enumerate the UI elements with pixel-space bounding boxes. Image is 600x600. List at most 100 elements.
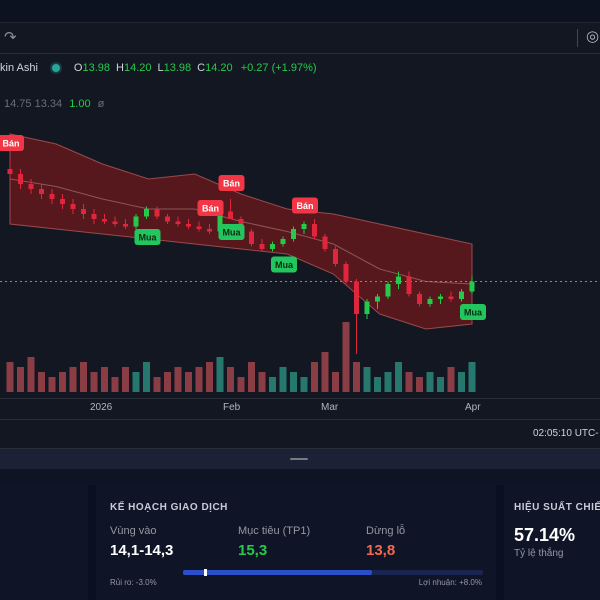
volume-bar <box>437 377 444 392</box>
volume-bar <box>374 377 381 392</box>
candle-body <box>60 199 65 204</box>
volume-bar <box>363 367 371 392</box>
left-card <box>0 485 88 600</box>
toolbar-divider <box>577 29 578 47</box>
change-value: +0.27 (+1.97%) <box>240 62 317 74</box>
open-key: O <box>73 62 83 74</box>
time-axis[interactable]: 2026 Feb Mar Apr <box>0 398 600 419</box>
volume-bar <box>206 362 213 392</box>
candle-body <box>259 244 265 249</box>
signal-layer: Bán Mua Bán Bán Mua Mua Bán Mua <box>0 135 486 320</box>
volume-bar <box>6 362 14 392</box>
buy-label: Mua <box>139 233 158 243</box>
buy-signal <box>134 229 161 245</box>
entry-value: 14,1-14,3 <box>110 542 174 559</box>
volume-bar <box>248 362 255 392</box>
volume-bar <box>69 367 77 392</box>
tick-label-mar: Mar <box>321 402 339 413</box>
candle-body <box>196 226 202 229</box>
target-value: 15,3 <box>238 542 268 559</box>
candle-body <box>165 216 170 222</box>
candle-body <box>427 299 433 304</box>
winrate-label: Tỷ lệ thắng <box>514 548 564 559</box>
buy-signal <box>460 304 486 320</box>
sell-label: Bán <box>2 139 19 149</box>
candle-body <box>385 284 391 297</box>
candle-body <box>354 281 359 314</box>
volume-bar <box>426 372 434 392</box>
volume-bar <box>458 372 465 392</box>
volume-bar <box>332 372 339 392</box>
candle-body <box>396 276 401 284</box>
volume-bar <box>101 367 108 392</box>
redo-icon[interactable]: ↷ <box>4 29 17 46</box>
candle-body <box>406 276 412 294</box>
candle-body <box>133 216 139 227</box>
volume-bar <box>17 367 24 392</box>
candle-body <box>280 239 286 244</box>
candle-body <box>459 291 464 299</box>
entry-marker <box>204 569 207 576</box>
clock-display[interactable]: 02:05:10 UTC- <box>533 428 599 439</box>
volume-bar <box>48 377 56 392</box>
chart-toolbar: ↷ ◎ <box>0 23 600 54</box>
sell-label: Bán <box>202 204 219 214</box>
volume-bar <box>216 357 224 392</box>
buy-label: Mua <box>464 308 483 318</box>
risk-label: Rủi ro: -3.0% <box>110 578 157 587</box>
volume-bar <box>416 377 423 392</box>
drag-handle-icon[interactable] <box>290 458 308 460</box>
close-key: C <box>197 62 206 74</box>
stop-value: 13,8 <box>366 542 396 559</box>
volume-bar <box>395 362 402 392</box>
price-chart[interactable]: Bán Mua Bán Bán Mua Mua Bán Mua <box>0 54 600 398</box>
candle-body <box>417 294 422 304</box>
winrate-value: 57.14% <box>514 525 576 545</box>
symbol-legend: kin Ashi O13.98 H14.20 L13.98 C14.20 +0.27 (… <box>0 62 317 74</box>
volume-bar <box>353 362 360 392</box>
symbol-name: kin Ashi <box>0 62 38 74</box>
volume-bar <box>164 372 171 392</box>
candle-body <box>228 211 233 219</box>
candle-body <box>91 214 97 219</box>
candle-body <box>102 219 107 222</box>
candle-body <box>144 209 149 217</box>
tick-label-apr: Apr <box>465 402 481 413</box>
stop-label: Dừng lỗ <box>366 525 406 537</box>
volume-bar <box>59 372 66 392</box>
volume-bar <box>290 372 297 392</box>
indicator-values: 14.75 13.34 <box>4 98 63 110</box>
volume-bar <box>185 372 192 392</box>
candle-body <box>49 194 55 199</box>
low-value: 13.98 <box>163 62 192 74</box>
trade-plan-card: KẾ HOẠCH GIAO DỊCH Vùng vào 14,1-14,3 Mụ… <box>96 485 496 600</box>
candle-body <box>322 236 328 249</box>
sell-label: Bán <box>296 201 313 211</box>
indicator-legend: 14.75 13.34 1.00 ø <box>4 98 104 110</box>
volume-bar <box>27 357 35 392</box>
volume-bar <box>143 362 150 392</box>
volume-bar <box>195 367 203 392</box>
bottom-panel: KẾ HOẠCH GIAO DỊCH Vùng vào 14,1-14,3 Mụ… <box>0 485 600 600</box>
candle-body <box>175 221 181 224</box>
sell-signal <box>197 200 224 216</box>
candle-body <box>28 184 34 189</box>
panel-resizer[interactable] <box>0 448 600 469</box>
candle-body <box>364 301 370 314</box>
high-key: H <box>116 62 124 74</box>
candle-body <box>39 189 44 194</box>
low-key: L <box>157 62 164 74</box>
performance-card: HIỆU SUẤT CHIẾN 57.14% Tỷ lệ thắng <box>504 485 600 600</box>
risk-reward-track <box>183 569 483 576</box>
volume-bar <box>384 372 392 392</box>
screenshot-icon[interactable]: ◎ <box>586 28 600 45</box>
volume-bar <box>468 362 476 392</box>
volume-bar <box>174 367 182 392</box>
candle-body <box>70 204 76 209</box>
target-label: Mục tiêu (TP1) <box>238 525 311 537</box>
buy-label: Mua <box>275 260 294 270</box>
candle-body <box>123 224 128 227</box>
sell-signal <box>218 175 245 191</box>
candle-body <box>217 211 223 232</box>
candle-body <box>81 209 86 214</box>
